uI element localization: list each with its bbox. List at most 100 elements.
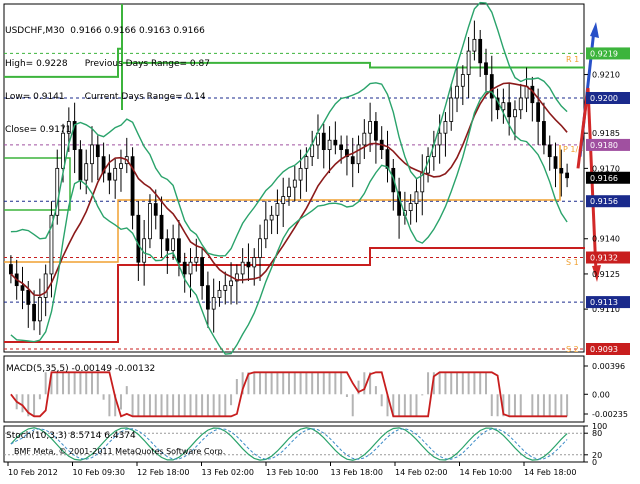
price-tick-label: 0.9185 bbox=[592, 129, 620, 138]
candle-body bbox=[188, 261, 193, 275]
macd-tick-label: -0.00235 bbox=[592, 410, 628, 419]
macd-histogram bbox=[15, 372, 569, 417]
price-badge-bg bbox=[586, 138, 630, 151]
stoch-main-line bbox=[10, 427, 568, 461]
price-badge-label: 0.9156 bbox=[590, 197, 618, 206]
candle-body bbox=[443, 121, 448, 134]
level-tag-r1: R 1 bbox=[566, 55, 579, 64]
price-badge: 0.9180 bbox=[586, 138, 630, 151]
level-tag-s2: S 2 bbox=[566, 345, 579, 354]
candle-body bbox=[466, 50, 471, 75]
candle-body bbox=[518, 97, 523, 111]
candle-body bbox=[66, 121, 71, 134]
price-badge-label: 0.9113 bbox=[590, 298, 618, 307]
candle-body bbox=[246, 261, 251, 268]
candle-body bbox=[339, 144, 344, 151]
candle-body bbox=[136, 214, 141, 263]
previous-days-range: Previous Days Range= 0.87 bbox=[84, 59, 210, 69]
price-badge-label: 0.9200 bbox=[590, 94, 618, 103]
prev-range-box bbox=[4, 157, 71, 211]
price-badge-label: 0.9219 bbox=[590, 49, 618, 58]
price-tick-label: 0.9110 bbox=[592, 305, 620, 314]
candle-body bbox=[72, 121, 77, 151]
level-tag-pivot: P 1/4 bbox=[563, 145, 583, 154]
range-mid-line bbox=[4, 145, 561, 263]
candle-body bbox=[119, 163, 123, 169]
candle-body bbox=[234, 273, 239, 282]
candle-body bbox=[362, 132, 367, 146]
candle-body bbox=[263, 219, 268, 240]
bollinger-upper-band bbox=[10, 1, 568, 257]
price-badge: 0.9113 bbox=[586, 296, 630, 309]
candle-body bbox=[32, 304, 36, 322]
candle-body bbox=[113, 167, 118, 181]
current-days-range: Current Days Range= 0.14 bbox=[84, 92, 206, 102]
candle-body bbox=[55, 167, 60, 216]
price-tick-label: 0.9125 bbox=[592, 270, 620, 279]
price-badge-bg bbox=[586, 195, 630, 208]
candle-body bbox=[148, 203, 152, 240]
time-tick-label: 13 Feb 18:00 bbox=[331, 468, 383, 477]
candle-body bbox=[292, 179, 297, 188]
candle-body bbox=[287, 186, 291, 197]
candle-body bbox=[95, 144, 100, 158]
candle-body bbox=[565, 172, 570, 179]
candle-body bbox=[304, 156, 309, 169]
stoch-tick-label: 80 bbox=[592, 429, 602, 438]
candle-body bbox=[374, 121, 378, 141]
bollinger-lower-band bbox=[10, 90, 568, 355]
price-badge-label: 0.9132 bbox=[590, 254, 618, 263]
stochastic-panel bbox=[3, 425, 585, 463]
time-tick-label: 14 Feb 02:00 bbox=[395, 468, 447, 477]
price-badge-bg bbox=[586, 171, 630, 184]
candle-body bbox=[159, 214, 164, 240]
macd-tick-label: 0.00396 bbox=[592, 362, 625, 371]
candle-body bbox=[165, 238, 170, 251]
high-label: High= 0.9228 bbox=[5, 59, 68, 69]
candle-body bbox=[553, 156, 558, 169]
price-badge: 0.9200 bbox=[586, 92, 630, 104]
candle-body bbox=[269, 214, 274, 221]
candle-body bbox=[275, 203, 280, 216]
candle-body bbox=[211, 296, 216, 310]
stoch-tick-label: 0 bbox=[592, 458, 597, 467]
candle-body bbox=[8, 264, 13, 275]
candle-body bbox=[43, 273, 48, 298]
time-tick-label: 12 Feb 18:00 bbox=[137, 468, 189, 477]
price-tick-label: 0.9210 bbox=[592, 71, 620, 80]
candle-body bbox=[345, 149, 349, 158]
price-badge: 0.9166 bbox=[586, 171, 630, 184]
candle-body bbox=[182, 261, 187, 275]
price-badge-bg bbox=[586, 47, 630, 60]
price-badge-bg bbox=[586, 92, 630, 104]
candle-body bbox=[107, 172, 112, 181]
price-badge: 0.9219 bbox=[586, 47, 630, 60]
time-tick-label: 14 Feb 18:00 bbox=[524, 468, 576, 477]
price-tick-label: 0.9170 bbox=[592, 164, 620, 173]
macd-label: MACD(5,35,5) -0.00149 -0.00132 bbox=[6, 364, 156, 374]
candle-body bbox=[478, 38, 483, 64]
candle-body bbox=[153, 203, 158, 216]
symbol-quote-line: USDCHF,M30 0.9166 0.9166 0.9163 0.9166 bbox=[5, 26, 205, 36]
candle-body bbox=[356, 144, 361, 165]
candle-body bbox=[333, 139, 338, 146]
candle-body bbox=[130, 156, 135, 216]
candle-body bbox=[298, 167, 303, 181]
time-tick-label: 13 Feb 10:00 bbox=[266, 468, 318, 477]
candle-body bbox=[240, 261, 245, 275]
symbol-info-panel: USDCHF,M30 0.9166 0.9166 0.9163 0.9166 H… bbox=[5, 4, 210, 158]
candle-body bbox=[408, 203, 413, 211]
stoch-signal-line bbox=[10, 428, 568, 460]
candle-body bbox=[90, 144, 94, 165]
price-badge-label: 0.9180 bbox=[590, 141, 618, 150]
candle-body bbox=[559, 167, 564, 174]
candle-body bbox=[20, 285, 25, 291]
candle-body bbox=[484, 62, 488, 75]
price-badge: 0.9132 bbox=[586, 251, 630, 264]
candle-body bbox=[437, 132, 442, 146]
close-label: Close= 0.9171 bbox=[5, 125, 72, 135]
price-badge: 0.9156 bbox=[586, 195, 630, 208]
price-badge-bg bbox=[586, 343, 630, 355]
